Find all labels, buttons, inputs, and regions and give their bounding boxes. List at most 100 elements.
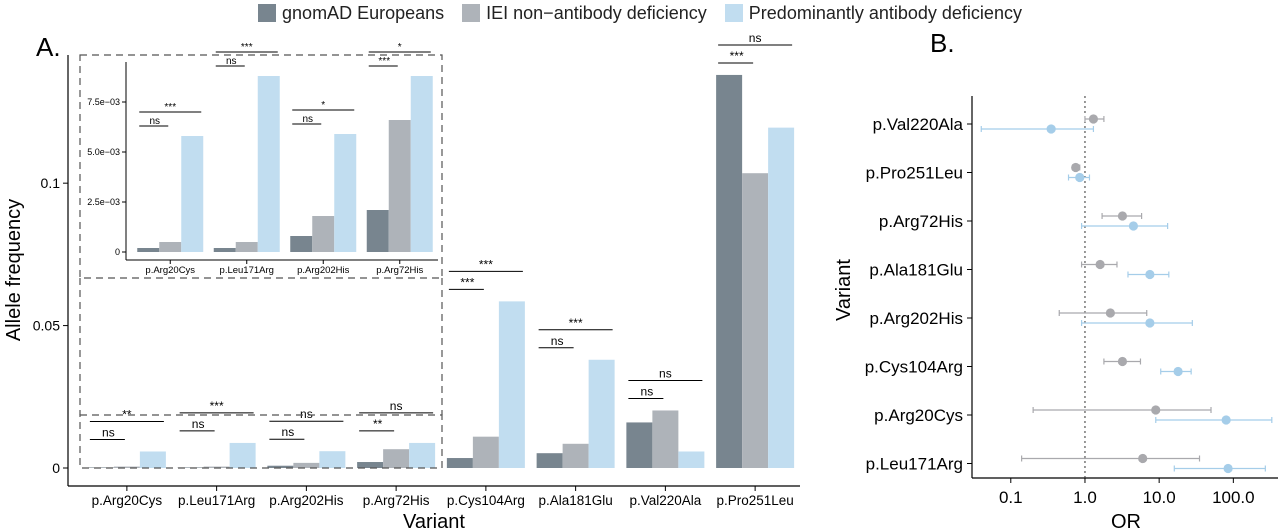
significance-label: ns [300,407,313,421]
significance-label: *** [460,275,474,289]
x-tick-label: p.Arg202His [269,493,344,508]
inset-bar [181,136,204,252]
x-tick-label: p.Pro251Leu [716,493,793,508]
point [1088,114,1099,124]
significance-label: ns [102,425,115,439]
x-tick-label: p.Leu171Arg [178,493,255,508]
y-tick-label: p.Leu171Arg [866,455,963,474]
point [1105,308,1115,318]
point [1151,405,1161,415]
y-tick-label: 0 [52,460,60,476]
panel-b: B. 0.1 1.0 10.0 100.0 OR Variant p.Val220Ala p.P… [833,28,1278,532]
significance-label: *** [479,257,493,271]
point [1145,269,1155,280]
y-tick-label: p.Cys104Arg [865,358,963,377]
y-tick-label: p.Ala181Glu [869,261,963,280]
significance-label: ** [373,417,383,431]
y-axis-title: Variant [833,259,855,321]
x-axis-title: OR [1111,511,1141,532]
bar [267,465,294,468]
inset-significance-label: ns [226,56,237,67]
bar [742,173,769,469]
legend-swatch [724,4,743,22]
point [1221,415,1231,425]
panel-label: B. [930,28,955,58]
inset-bar [388,120,411,252]
x-axis-title: Variant [403,511,465,532]
bar [768,127,795,468]
inset-bar [410,76,433,252]
inset-bar [312,216,335,252]
significance-label: *** [210,399,224,413]
inset-bar [290,236,313,252]
y-tick-label: p.Val220Ala [873,115,964,134]
significance-label: ns [390,399,403,413]
bar [498,301,525,468]
bar [626,422,653,468]
bar [716,74,743,468]
bar [678,451,705,468]
bar [357,462,384,468]
x-tick-label: p.Arg72His [363,493,430,508]
significance-label: *** [569,316,583,330]
inset-y-tick-label: 2.5e−03 [87,197,120,207]
y-tick-label: p.Arg20Cys [874,406,963,425]
zoom-region-box [79,414,443,469]
bar [472,436,499,468]
inset-significance-label: *** [378,56,390,67]
inset-significance-label: * [321,100,325,111]
significance-label: ns [282,425,295,439]
inset-bar [366,210,389,252]
point [1046,124,1056,134]
bar [113,466,140,468]
x-tick-label: p.Cys104Arg [447,493,525,508]
bar [409,442,436,468]
legend-swatch [462,4,481,22]
y-tick-label: 0.1 [41,175,61,191]
significance-label: ns [659,366,672,380]
significance-label: ns [551,334,564,348]
legend-label: IEI non−antibody deficiency [486,2,707,23]
panel-a: A. 0 0.05 0.1 Allele frequency Variant p.Arg20… [3,31,800,532]
y-tick-label: 0.05 [33,318,60,334]
inset-x-tick-label: p.Arg72His [376,265,423,276]
y-tick-label: p.Arg202His [869,309,963,328]
inset-y-tick-label: 7.5e−03 [87,97,120,107]
x-tick-label: 1.0 [1073,488,1097,507]
legend-item: IEI non−antibody deficiency [462,3,707,24]
significance-label: *** [730,49,744,63]
point [1223,463,1233,474]
inset-significance-label: * [398,42,402,53]
inset-bar [213,248,236,252]
bar [536,453,563,468]
legend-item: Predominantly antibody deficiency [724,3,1022,24]
inset-significance-label: ns [149,116,160,127]
bar [562,443,589,468]
inset-significance-label: ns [302,114,313,125]
bar [383,449,410,468]
point [1138,453,1148,464]
inset-bar [257,76,280,252]
bar [588,359,615,468]
inset-x-tick-label: p.Leu171Arg [220,265,274,276]
significance-label: ** [122,407,132,421]
inset-bar [235,242,258,252]
significance-label: ns [192,417,205,431]
bar [446,458,473,468]
inset-y-tick-label: 0 [115,247,120,257]
inset-significance-label: *** [241,42,253,53]
bar [139,451,166,468]
point [1128,221,1139,231]
y-tick-label: p.Arg72His [879,212,963,231]
point [1145,318,1155,328]
bar [652,410,679,468]
inset-x-tick-label: p.Arg202His [297,265,350,276]
y-axis-title: Allele frequency [3,199,25,341]
bar [319,451,346,468]
legend-label: gnomAD Europeans [282,2,445,23]
inset-x-tick-label: p.Arg20Cys [145,265,195,276]
significance-label: ns [749,31,762,45]
x-tick-label: 0.1 [999,488,1023,507]
inset-bar [137,248,160,252]
